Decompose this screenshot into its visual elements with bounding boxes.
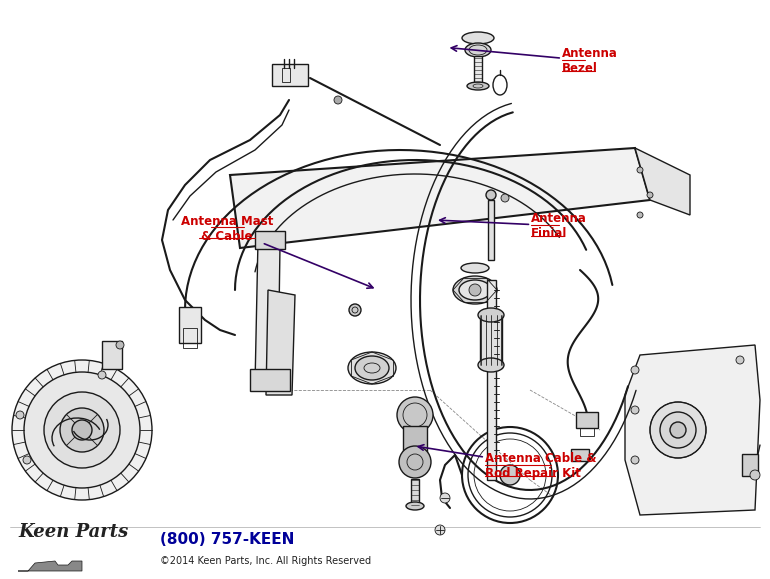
Circle shape — [501, 194, 509, 202]
Ellipse shape — [465, 43, 491, 57]
Ellipse shape — [453, 276, 497, 304]
Circle shape — [631, 366, 639, 374]
Text: Keen Parts: Keen Parts — [18, 523, 129, 541]
Circle shape — [440, 493, 450, 503]
Ellipse shape — [461, 263, 489, 273]
Circle shape — [12, 360, 152, 500]
Circle shape — [650, 402, 706, 458]
Polygon shape — [266, 290, 295, 395]
Ellipse shape — [406, 502, 424, 510]
Ellipse shape — [462, 32, 494, 44]
Bar — [488, 200, 494, 260]
Bar — [576, 412, 598, 428]
Circle shape — [435, 525, 445, 535]
Polygon shape — [230, 148, 650, 248]
Circle shape — [98, 371, 106, 379]
Circle shape — [631, 406, 639, 414]
Bar — [742, 454, 758, 476]
Circle shape — [486, 190, 496, 200]
Bar — [255, 231, 285, 249]
Circle shape — [500, 465, 520, 485]
Bar — [102, 341, 122, 369]
Text: Antenna Mast
& Cable: Antenna Mast & Cable — [181, 215, 373, 288]
Circle shape — [647, 192, 653, 198]
Circle shape — [60, 408, 104, 452]
Bar — [183, 328, 197, 348]
Circle shape — [399, 446, 431, 478]
Polygon shape — [18, 561, 82, 571]
Text: (800) 757-KEEN: (800) 757-KEEN — [160, 532, 294, 547]
Circle shape — [469, 284, 481, 296]
Circle shape — [72, 420, 92, 440]
Ellipse shape — [478, 308, 504, 322]
Bar — [580, 428, 594, 436]
Polygon shape — [625, 345, 760, 515]
Ellipse shape — [348, 352, 396, 384]
Polygon shape — [635, 148, 690, 215]
Ellipse shape — [478, 358, 504, 372]
Bar — [282, 68, 290, 82]
Bar — [487, 280, 496, 480]
Circle shape — [44, 392, 120, 468]
Circle shape — [670, 422, 686, 438]
Bar — [250, 369, 290, 391]
Bar — [474, 56, 482, 84]
Polygon shape — [255, 240, 280, 385]
Circle shape — [750, 470, 760, 480]
Bar — [272, 64, 308, 86]
Ellipse shape — [459, 280, 491, 300]
Circle shape — [631, 456, 639, 464]
Circle shape — [16, 411, 24, 419]
Text: Antenna
Finial: Antenna Finial — [440, 212, 588, 240]
Ellipse shape — [467, 82, 489, 90]
Circle shape — [637, 212, 643, 218]
Circle shape — [397, 397, 433, 433]
Ellipse shape — [355, 356, 389, 380]
Text: ©2014 Keen Parts, Inc. All Rights Reserved: ©2014 Keen Parts, Inc. All Rights Reserv… — [160, 556, 371, 566]
Bar — [179, 307, 201, 343]
Bar — [411, 479, 419, 505]
Circle shape — [23, 456, 31, 464]
Text: Antenna
Bezel: Antenna Bezel — [451, 46, 618, 75]
Circle shape — [660, 412, 696, 448]
Circle shape — [24, 372, 140, 488]
Circle shape — [349, 304, 361, 316]
Circle shape — [116, 341, 124, 349]
Circle shape — [637, 167, 643, 173]
Bar — [571, 449, 589, 461]
Bar — [403, 426, 427, 454]
Circle shape — [334, 96, 342, 104]
Bar — [480, 313, 502, 368]
Text: Antenna Cable &
Rod Repair Kit: Antenna Cable & Rod Repair Kit — [418, 445, 597, 480]
Circle shape — [736, 356, 744, 364]
